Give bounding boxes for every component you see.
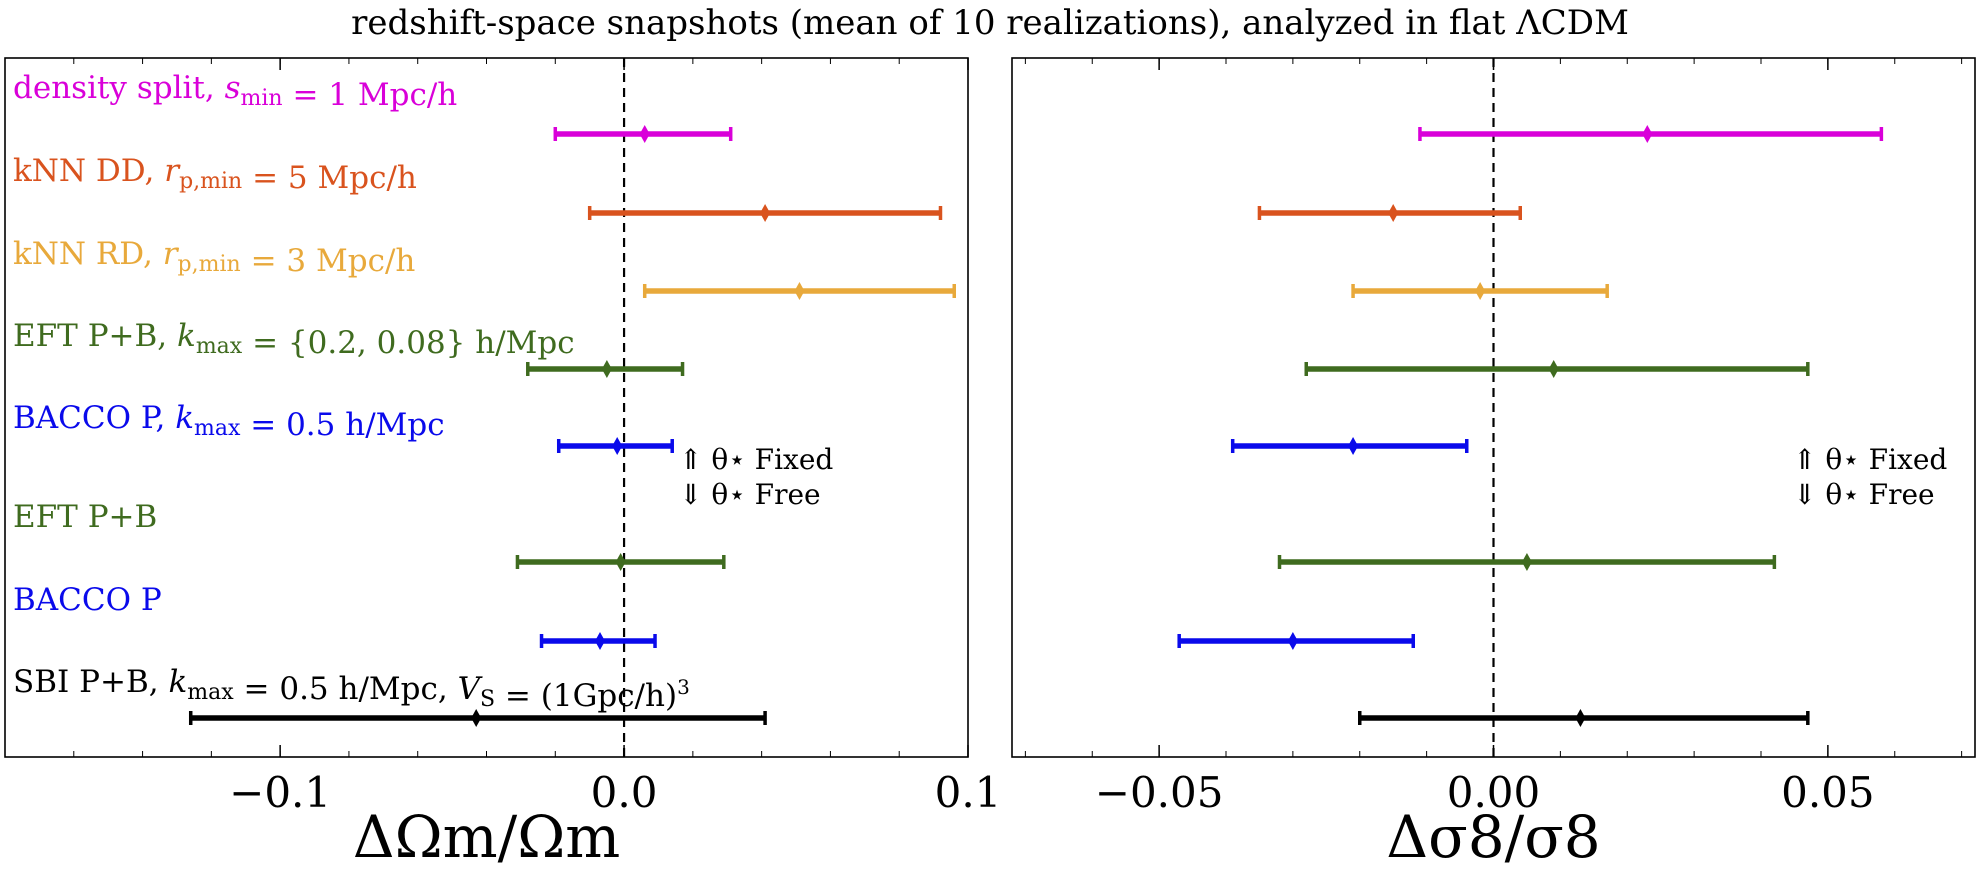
errorbar-2 <box>1351 282 1609 300</box>
errorbar-marker <box>615 553 626 571</box>
x-axis-label: Δσ8/σ8 <box>1386 803 1600 871</box>
errorbar-7 <box>1358 709 1810 727</box>
errorbar-marker <box>471 709 482 727</box>
annotation-fixed: ⇑ θ⋆ Fixed <box>1793 443 1947 476</box>
errorbar-marker <box>1575 709 1586 727</box>
row-label-0: density split, smin = 1 Mpc/h <box>13 70 457 113</box>
errorbar-5 <box>1277 553 1777 571</box>
row-label-5: EFT P+B <box>13 499 157 535</box>
annotation-free: ⇓ θ⋆ Free <box>1793 478 1935 511</box>
right-panel: −0.05 0.00 0.05 Δσ8/σ8 ⇑ θ⋆ Fixed⇓ θ⋆ Free <box>1011 57 1976 871</box>
row-label-7: SBI P+B, kmax = 0.5 h/Mpc, VS = (1Gpc/h)… <box>13 664 690 714</box>
x-tick-label: 0.05 <box>1781 768 1875 817</box>
left-panel: −0.1 0.0 0.1 ΔΩm/Ωm ⇑ θ⋆ Fixed⇓ θ⋆ Free densi… <box>4 57 1002 871</box>
errorbar-marker <box>1642 125 1653 143</box>
x-tick-label: 0.0 <box>591 768 658 817</box>
errorbar-marker <box>601 360 612 378</box>
errorbar-marker <box>612 437 623 455</box>
errorbar-marker <box>594 632 605 650</box>
errorbar-2 <box>642 282 956 300</box>
x-tick-label: −0.1 <box>229 768 331 817</box>
row-label-6: BACCO P <box>13 582 162 618</box>
row-label-1: kNN DD, rp,min = 5 Mpc/h <box>13 153 417 196</box>
errorbar-marker <box>1475 282 1486 300</box>
errorbar-0 <box>553 125 733 143</box>
errorbar-marker <box>794 282 805 300</box>
chart-title: redshift-space snapshots (mean of 10 rea… <box>351 3 1629 43</box>
x-tick-label: 0.00 <box>1447 768 1541 817</box>
x-tick-label: 0.1 <box>935 768 1002 817</box>
errorbar-1 <box>587 204 943 222</box>
row-label-3: EFT P+B, kmax = {0.2, 0.08} h/Mpc <box>13 318 575 361</box>
errorbar-4 <box>556 437 674 455</box>
errorbar-marker <box>1548 360 1559 378</box>
errorbar-marker <box>1348 437 1359 455</box>
annotation-fixed: ⇑ θ⋆ Fixed <box>679 443 833 476</box>
errorbar-4 <box>1230 437 1469 455</box>
errorbar-3 <box>1304 360 1810 378</box>
errorbar-marker <box>1388 204 1399 222</box>
annotation-free: ⇓ θ⋆ Free <box>679 478 821 511</box>
x-axis-label: ΔΩm/Ωm <box>353 803 621 871</box>
errorbar-0 <box>1418 125 1884 143</box>
errorbar-marker <box>760 204 771 222</box>
errorbar-6 <box>1177 632 1415 650</box>
errorbar-3 <box>526 360 685 378</box>
row-label-4: BACCO P, kmax = 0.5 h/Mpc <box>13 400 445 443</box>
errorbar-marker <box>1521 553 1532 571</box>
errorbar-7 <box>188 709 767 727</box>
x-tick-label: −0.05 <box>1095 768 1224 817</box>
errorbar-6 <box>539 632 657 650</box>
row-label-2: kNN RD, rp,min = 3 Mpc/h <box>13 236 415 279</box>
errorbar-marker <box>1287 632 1298 650</box>
errorbar-5 <box>515 553 726 571</box>
errorbar-marker <box>639 125 650 143</box>
errorbar-1 <box>1257 204 1522 222</box>
